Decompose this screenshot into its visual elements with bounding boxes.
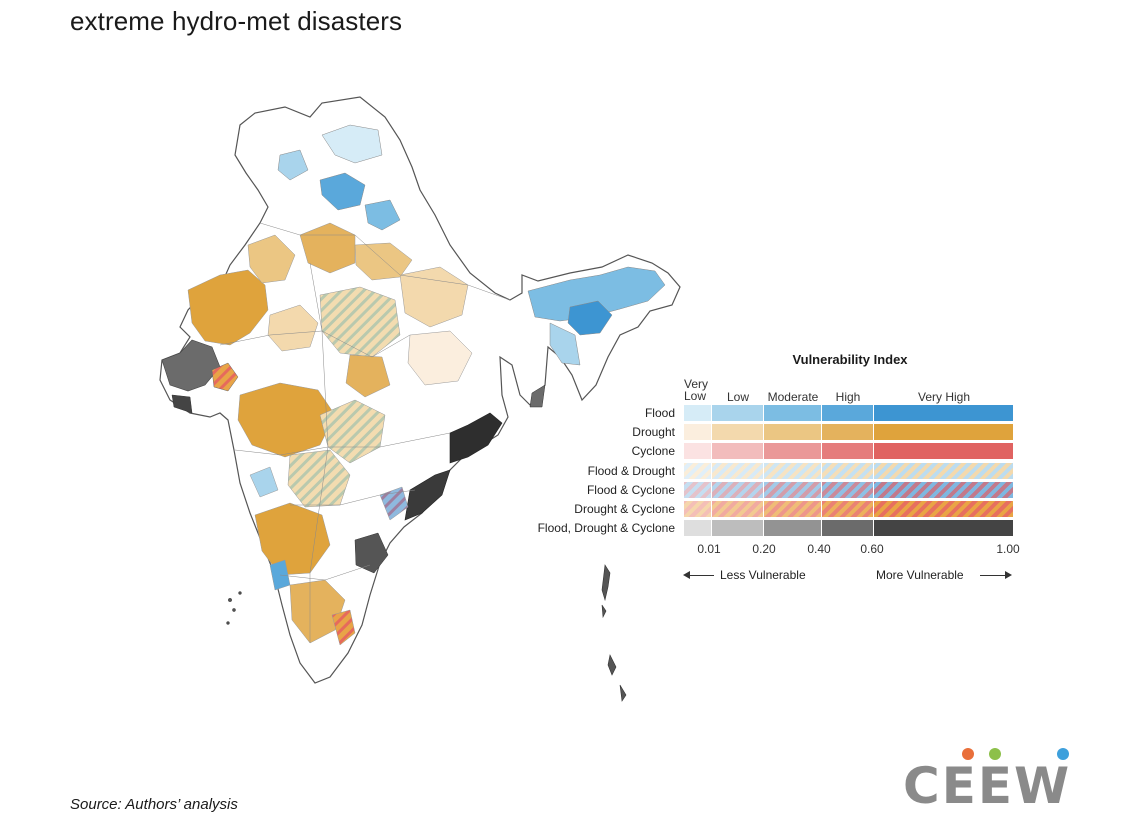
- legend-swatch: [684, 405, 711, 421]
- legend-row-label: Flood & Drought: [587, 463, 675, 478]
- legend-class-low: Low: [726, 390, 749, 404]
- legend-swatch: [684, 481, 711, 498]
- legend-swatch: [712, 424, 763, 441]
- less-vulnerable-label: Less Vulnerable: [720, 568, 806, 582]
- ceew-logo: CEEW: [900, 748, 1080, 815]
- legend-swatch: [712, 443, 763, 460]
- legend-swatch: [822, 481, 873, 498]
- legend-swatch: [822, 424, 873, 441]
- legend-swatch: [822, 443, 873, 460]
- legend-swatch: [874, 520, 1013, 537]
- legend-swatch: [874, 405, 1013, 421]
- legend-swatch: [764, 443, 821, 460]
- legend-swatch: [712, 405, 763, 421]
- legend-swatch: [684, 520, 711, 537]
- legend-row-label: Flood & Cyclone: [586, 482, 675, 497]
- legend-swatch: [684, 443, 711, 460]
- source-note: Source: Authors’ analysis: [70, 796, 238, 813]
- legend-swatch: [764, 501, 821, 517]
- page-title: extreme hydro-met disasters: [70, 6, 403, 36]
- legend-swatch: [874, 424, 1013, 441]
- less-arrow-icon: [683, 571, 690, 579]
- legend-tick: 0.40: [807, 542, 831, 556]
- legend-swatch: [874, 501, 1013, 517]
- logo-dot-green: [989, 748, 1001, 760]
- legend-swatch: [764, 462, 821, 479]
- legend-class-very-high: Very High: [917, 390, 971, 404]
- more-arrow-line: [980, 575, 1006, 576]
- legend-swatch: [764, 520, 821, 537]
- legend-swatch: [822, 501, 873, 517]
- legend-swatch: [764, 405, 821, 421]
- legend-swatch: [712, 501, 763, 517]
- legend-class-moderate: Moderate: [767, 390, 819, 404]
- legend-swatch: [764, 481, 821, 498]
- logo-text: CEEW: [903, 757, 1072, 815]
- legend-swatch: [874, 462, 1013, 479]
- more-vulnerable-label: More Vulnerable: [876, 568, 964, 582]
- legend-tick: 0.60: [860, 542, 884, 556]
- legend-swatch: [684, 501, 711, 517]
- legend-swatch: [712, 481, 763, 498]
- legend-swatch: [684, 462, 711, 479]
- logo-dot-blue: [1057, 748, 1069, 760]
- vulnerability-legend: Vulnerability Index Very Low Low Moderat…: [520, 352, 1020, 582]
- legend-class-very-low: Very Low: [684, 377, 709, 403]
- legend-swatch: [684, 424, 711, 441]
- legend-title: Vulnerability Index: [792, 352, 908, 367]
- legend-swatch: [874, 481, 1013, 498]
- legend-tick: 0.01: [697, 542, 721, 556]
- legend-swatch: [712, 520, 763, 537]
- legend-tick: 0.20: [752, 542, 776, 556]
- legend-row-label: Cyclone: [631, 444, 675, 459]
- india-vulnerability-map: [159, 96, 681, 702]
- more-arrow-icon: [1005, 571, 1012, 579]
- legend-swatch: [874, 443, 1013, 460]
- legend-row-label: Drought: [632, 425, 675, 440]
- legend-class-high: High: [835, 390, 861, 404]
- legend-swatch: [822, 520, 873, 537]
- legend-tick: 1.00: [996, 542, 1020, 556]
- logo-dot-orange: [962, 748, 974, 760]
- legend-swatch: [712, 462, 763, 479]
- legend-swatch: [822, 462, 873, 479]
- legend-swatch: [764, 424, 821, 441]
- legend-row-label: Flood: [644, 406, 675, 420]
- legend-swatch: [822, 405, 873, 421]
- legend-row-label: Drought & Cyclone: [574, 502, 675, 516]
- legend-row-label: Flood, Drought & Cyclone: [537, 521, 675, 536]
- less-arrow-line: [688, 575, 714, 576]
